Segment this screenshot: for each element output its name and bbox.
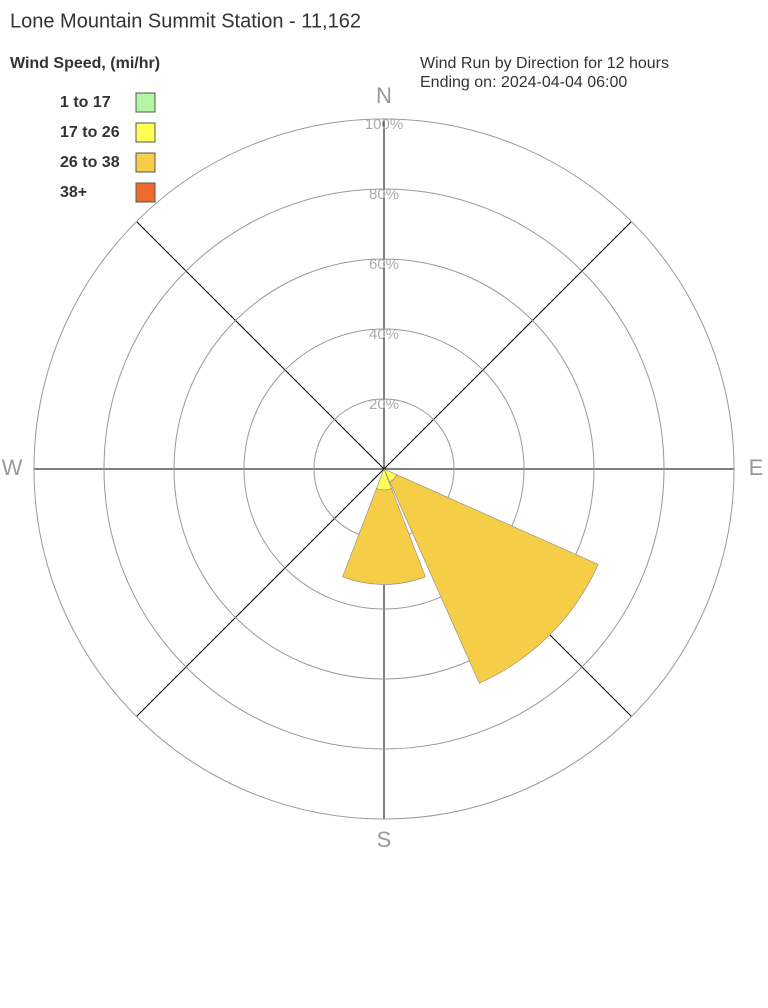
r-tick-label: 40% (369, 326, 399, 343)
wedge (389, 474, 599, 684)
legend-label: 26 to 38 (60, 154, 120, 171)
legend-label: 17 to 26 (60, 124, 120, 141)
legend-title: Wind Speed, (mi/hr) (10, 55, 160, 72)
legend-swatch (135, 182, 156, 203)
direction-label: W (2, 455, 23, 480)
legend-swatch (135, 122, 156, 143)
grid-ring (103, 188, 665, 750)
legend-swatch (135, 152, 156, 173)
spoke (383, 221, 632, 470)
r-tick-label: 100% (365, 116, 403, 133)
labels: 20% 40% 60% 80% 100% N E S W (2, 83, 764, 852)
plot (342, 468, 599, 684)
r-tick-label: 20% (369, 396, 399, 413)
r-tick-label: 80% (369, 186, 399, 203)
grid-ring (33, 118, 735, 820)
grid-ring (173, 258, 595, 680)
direction-label: S (377, 827, 392, 852)
subtitle: Ending on: 2024-04-04 06:00 (420, 74, 627, 91)
spoke (136, 468, 385, 717)
legend-label: 38+ (60, 184, 87, 201)
direction-label: E (749, 455, 764, 480)
chart-title: Lone Mountain Summit Station - 11,162 (10, 10, 361, 32)
subtitle: Wind Run by Direction for 12 hours (420, 55, 669, 72)
r-tick-label: 60% (369, 256, 399, 273)
direction-label: N (376, 83, 392, 108)
legend-label: 1 to 17 (60, 94, 111, 111)
legend-swatch (135, 92, 156, 113)
wedge (342, 488, 426, 585)
grid (33, 118, 735, 820)
spoke (136, 221, 385, 470)
grid-ring (243, 328, 525, 610)
